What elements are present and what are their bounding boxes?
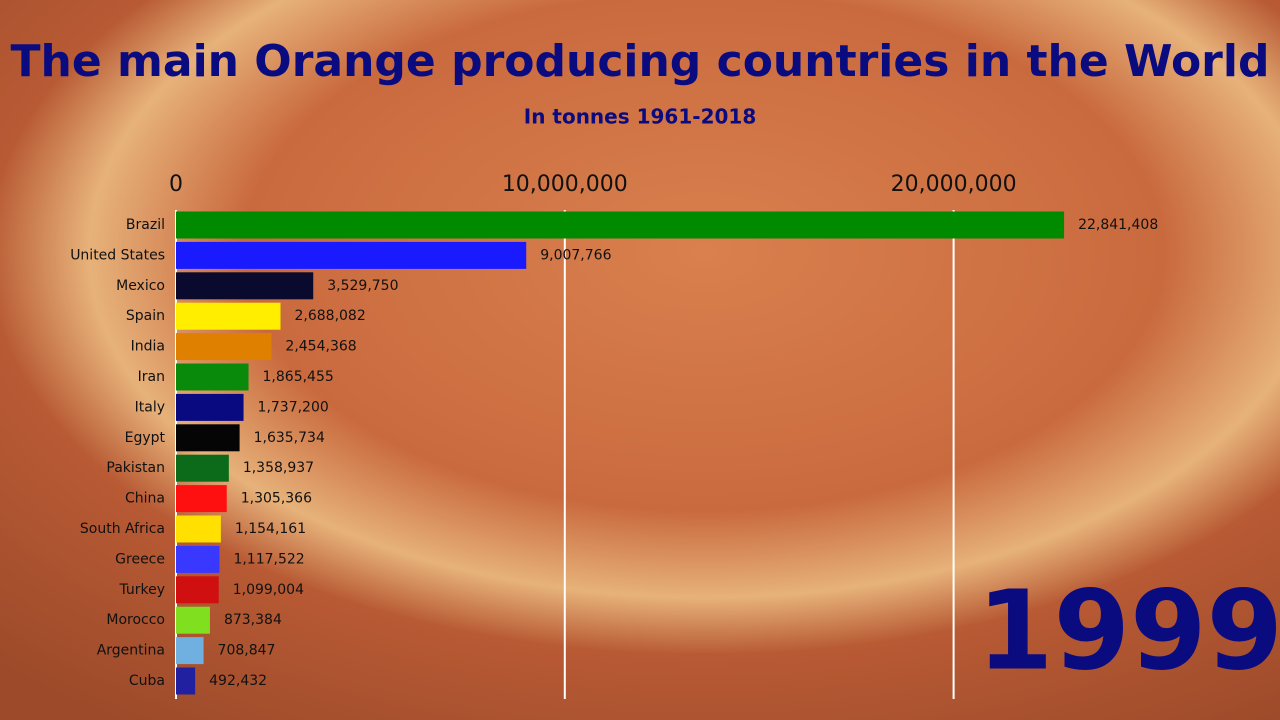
value-label: 708,847 <box>218 643 276 659</box>
value-label: 1,099,004 <box>233 582 304 598</box>
category-label: Turkey <box>118 582 165 598</box>
value-label: 873,384 <box>224 612 282 628</box>
value-label: 2,688,082 <box>295 308 366 324</box>
bar <box>176 241 527 269</box>
value-label: 3,529,750 <box>327 278 398 294</box>
category-label: Greece <box>115 551 165 567</box>
value-label: 1,305,366 <box>241 491 312 507</box>
x-tick-label: 20,000,000 <box>891 172 1017 197</box>
bar <box>176 454 229 482</box>
category-label: Cuba <box>129 673 165 689</box>
category-label: Egypt <box>125 430 166 446</box>
bar <box>176 667 196 695</box>
value-label: 1,358,937 <box>243 460 314 476</box>
category-label: Morocco <box>106 612 165 628</box>
bar <box>176 424 240 452</box>
category-label: Iran <box>138 369 165 385</box>
x-tick-label: 10,000,000 <box>502 172 628 197</box>
year-label: 1999 <box>977 566 1280 694</box>
value-label: 1,117,522 <box>233 551 304 567</box>
bar <box>176 211 1065 239</box>
bar <box>176 363 249 391</box>
category-label: South Africa <box>80 521 165 537</box>
bar <box>176 576 219 604</box>
bar <box>176 545 220 573</box>
category-label: Spain <box>126 308 165 324</box>
category-label: Mexico <box>116 278 165 294</box>
value-label: 22,841,408 <box>1078 217 1158 233</box>
value-label: 2,454,368 <box>285 339 356 355</box>
bar <box>176 485 227 513</box>
bar <box>176 637 204 665</box>
value-label: 1,154,161 <box>235 521 306 537</box>
category-label: India <box>131 339 165 355</box>
bar <box>176 302 281 330</box>
category-label: Brazil <box>126 217 165 233</box>
value-label: 492,432 <box>209 673 267 689</box>
value-label: 9,007,766 <box>540 247 611 263</box>
bar <box>176 333 272 361</box>
category-label: Argentina <box>97 643 165 659</box>
category-label: Pakistan <box>106 460 165 476</box>
x-tick-label: 0 <box>169 172 183 197</box>
value-label: 1,635,734 <box>254 430 325 446</box>
bar <box>176 515 221 543</box>
chart-subtitle: In tonnes 1961-2018 <box>524 105 756 129</box>
chart-title: The main Orange producing countries in t… <box>11 36 1270 87</box>
value-label: 1,865,455 <box>263 369 334 385</box>
category-label: China <box>125 491 165 507</box>
bar <box>176 393 244 421</box>
value-label: 1,737,200 <box>258 399 329 415</box>
bar <box>176 272 314 300</box>
category-label: United States <box>70 247 165 263</box>
category-label: Italy <box>135 399 165 415</box>
bar <box>176 606 210 634</box>
